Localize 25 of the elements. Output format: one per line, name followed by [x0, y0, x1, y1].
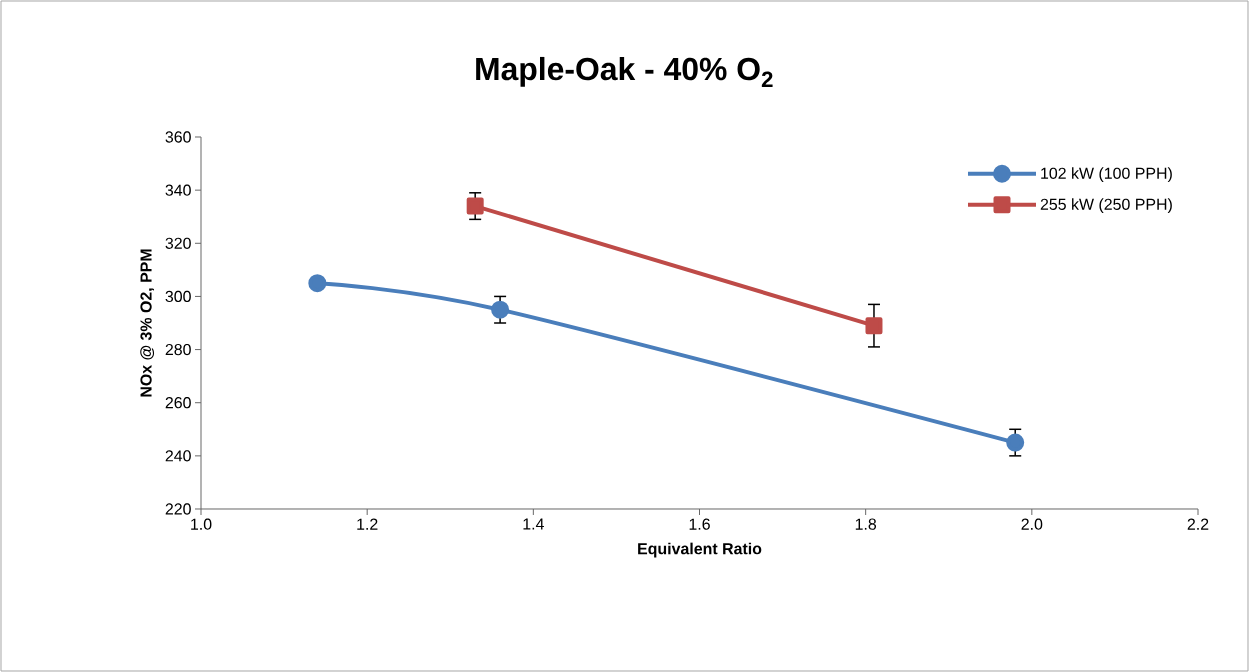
point [308, 274, 327, 293]
y-tick-label: 220 [165, 503, 191, 515]
point [466, 197, 484, 215]
point [865, 317, 883, 335]
y-tick-label: 240 [165, 450, 191, 462]
legend-label: 102 kW (100 PPH) [1041, 167, 1172, 183]
point [1006, 433, 1025, 452]
x-tick-label: 1.4 [523, 518, 544, 530]
point [491, 300, 510, 319]
y-tick-label: 300 [165, 290, 191, 303]
y-tick-label: 320 [165, 237, 191, 249]
x-tick-label: 1.0 [191, 518, 212, 530]
y-tick-label: 340 [165, 184, 191, 196]
y-tick-label: 280 [165, 343, 191, 356]
x-tick-label: 2.2 [1187, 518, 1209, 530]
y-tick-label: 360 [165, 131, 191, 143]
x-tick-label: 1.2 [357, 518, 378, 530]
x-tick-label: 1.8 [855, 518, 877, 530]
x-tick-label: 1.6 [689, 518, 710, 530]
legend-label: 255 kW (250 PPH) [1040, 198, 1172, 214]
y-tick-label: 260 [165, 397, 191, 409]
y-axis-title: NOx @ 3% O2, PPM [140, 249, 155, 397]
x-axis-title: Equivalent Ratio [638, 542, 762, 558]
chart-title: Maple-Oak - 40% O$_{2}$ [476, 56, 773, 88]
x-tick-label: 2.0 [1021, 518, 1043, 530]
